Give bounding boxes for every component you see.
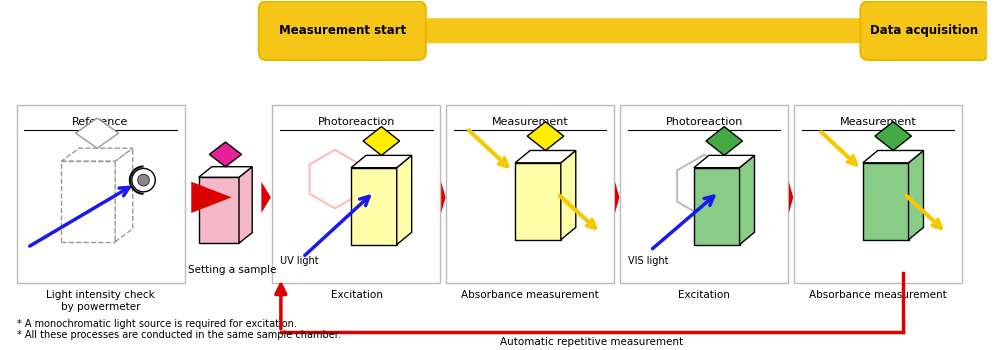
- Polygon shape: [261, 182, 271, 213]
- Text: Absorbance measurement: Absorbance measurement: [809, 290, 947, 301]
- Polygon shape: [527, 122, 564, 150]
- Polygon shape: [561, 150, 576, 240]
- Text: * All these processes are conducted in the same sample chamber.: * All these processes are conducted in t…: [17, 330, 340, 341]
- Text: Photoreaction: Photoreaction: [318, 117, 395, 126]
- Polygon shape: [515, 150, 576, 163]
- Bar: [61, 161, 115, 241]
- Text: Absorbance measurement: Absorbance measurement: [461, 290, 599, 301]
- Bar: [17, 105, 185, 283]
- Polygon shape: [351, 155, 412, 168]
- Text: Measurement: Measurement: [492, 117, 569, 126]
- Bar: [694, 168, 740, 245]
- FancyBboxPatch shape: [860, 1, 988, 60]
- Polygon shape: [863, 150, 923, 163]
- Bar: [863, 163, 909, 240]
- Polygon shape: [706, 127, 742, 155]
- Text: Data acquisition: Data acquisition: [870, 24, 978, 37]
- Bar: [351, 168, 397, 245]
- Polygon shape: [441, 182, 446, 213]
- Circle shape: [138, 174, 149, 186]
- Circle shape: [132, 168, 155, 192]
- Bar: [620, 105, 788, 283]
- Text: VIS light: VIS light: [628, 256, 668, 266]
- Polygon shape: [239, 167, 252, 243]
- Text: Excitation: Excitation: [678, 290, 730, 301]
- Bar: [199, 177, 239, 243]
- Polygon shape: [615, 182, 619, 213]
- Polygon shape: [363, 127, 400, 155]
- Polygon shape: [191, 182, 232, 213]
- Bar: [794, 105, 962, 283]
- Polygon shape: [909, 150, 923, 240]
- Text: Setting a sample: Setting a sample: [188, 265, 277, 275]
- Text: Measurement start: Measurement start: [279, 24, 406, 37]
- Polygon shape: [76, 118, 119, 148]
- Text: Reference: Reference: [72, 117, 129, 126]
- Bar: [446, 105, 614, 283]
- Polygon shape: [115, 148, 133, 241]
- Text: Photoreaction: Photoreaction: [665, 117, 743, 126]
- Polygon shape: [694, 155, 755, 168]
- Text: * A monochromatic light source is required for excitation.: * A monochromatic light source is requir…: [17, 319, 296, 329]
- Polygon shape: [199, 167, 252, 177]
- Text: UV light: UV light: [280, 256, 319, 266]
- Text: Automatic repetitive measurement: Automatic repetitive measurement: [500, 337, 684, 347]
- Polygon shape: [875, 122, 911, 150]
- Polygon shape: [61, 148, 133, 161]
- FancyBboxPatch shape: [259, 1, 426, 60]
- Polygon shape: [209, 142, 242, 167]
- Bar: [272, 105, 440, 283]
- Text: Measurement: Measurement: [840, 117, 916, 126]
- Bar: [515, 163, 561, 240]
- Polygon shape: [740, 155, 755, 245]
- Text: Light intensity check
by powermeter: Light intensity check by powermeter: [46, 290, 155, 312]
- Text: Excitation: Excitation: [331, 290, 382, 301]
- Polygon shape: [789, 182, 793, 213]
- Polygon shape: [397, 155, 412, 245]
